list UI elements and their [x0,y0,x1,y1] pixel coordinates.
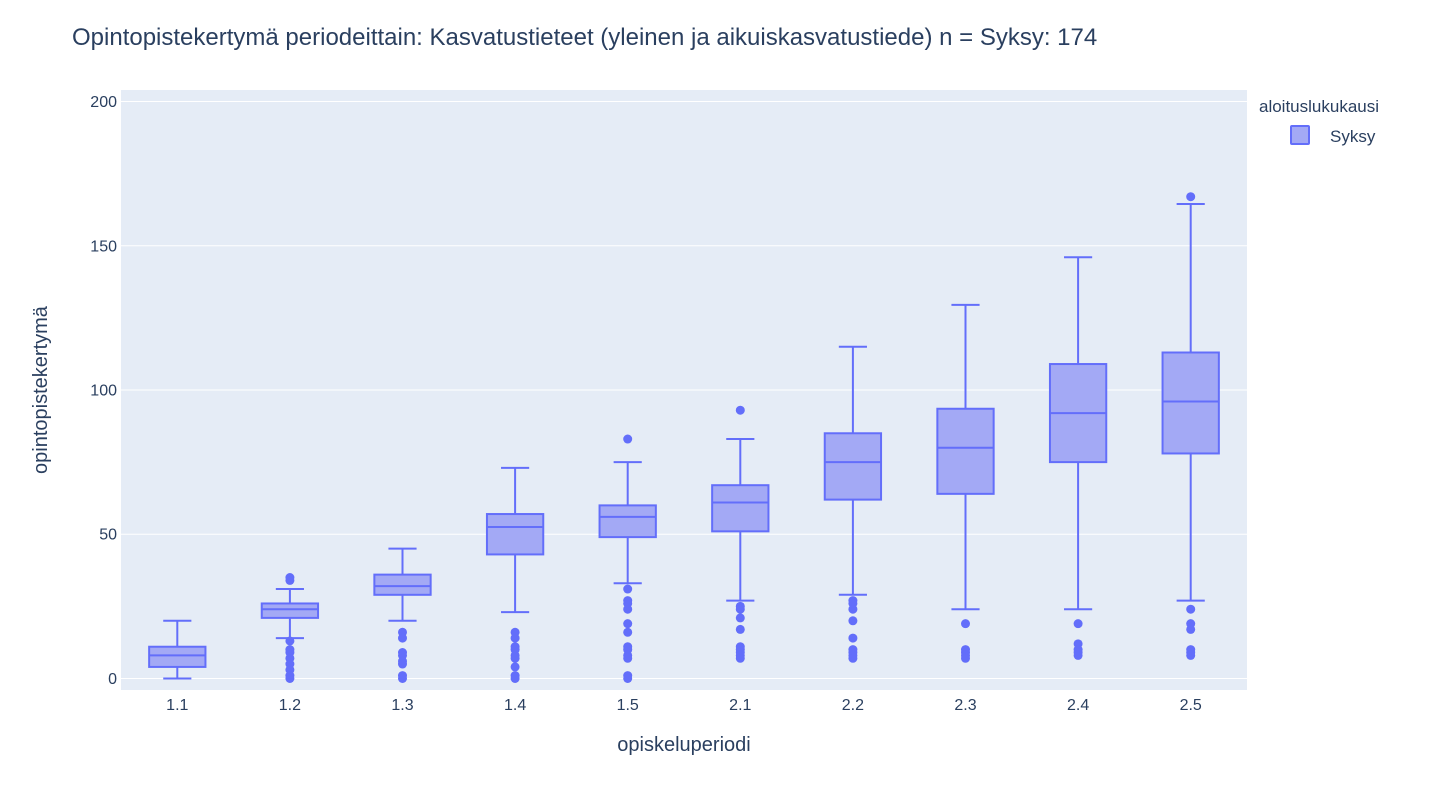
box-1.1 [148,619,207,680]
outlier-point [510,673,520,683]
chart-title: Opintopistekertymä periodeittain: Kasvat… [72,24,1097,51]
outlier-point [735,405,745,415]
outlier-point [848,653,858,663]
y-tick-label: 150 [90,238,117,255]
outlier-point [1073,650,1083,660]
outlier-point [735,613,745,623]
iqr-box [260,602,320,619]
iqr-box [148,645,207,668]
y-axis-ticks: 0 50 100 150 200 [90,94,117,688]
outlier-point [623,653,633,663]
outlier-point [398,673,407,683]
outlier-point [1186,650,1196,660]
y-tick-label: 200 [90,94,117,111]
outlier-point [735,624,745,634]
box-series [148,192,1220,683]
outlier-point [1186,604,1196,614]
x-tick-label: 1.3 [391,697,413,714]
x-tick-label: 2.1 [729,697,751,714]
outlier-point [961,653,970,663]
outlier-point [510,633,520,643]
outlier-point [848,616,858,626]
x-tick-label: 2.3 [954,697,976,714]
outlier-point [285,673,295,683]
outlier-point [623,627,633,637]
x-axis-title: opiskeluperiodi [617,734,750,756]
outlier-point [848,633,858,643]
outlier-point [623,434,633,444]
x-tick-label: 1.4 [504,697,526,714]
outlier-point [398,659,407,669]
y-tick-label: 50 [99,527,117,544]
iqr-box [936,407,995,495]
box-1.2 [260,573,320,683]
outlier-point [735,653,745,663]
box-2.1 [711,405,770,663]
outlier-point [1186,624,1196,634]
outlier-point [285,636,295,646]
outlier-point [623,673,633,683]
legend-label-syksy[interactable]: Syksy [1330,127,1376,146]
outlier-point [1073,619,1083,629]
x-tick-label: 1.1 [166,697,188,714]
outlier-point [961,619,970,629]
box-1.5 [598,434,657,683]
box-2.2 [823,345,883,663]
outlier-point [623,619,633,629]
outlier-point [848,604,858,614]
x-tick-label: 2.4 [1067,697,1089,714]
legend[interactable]: aloituslukukausi Syksy [1259,97,1379,146]
x-tick-label: 1.2 [279,697,301,714]
box-1.4 [485,466,545,683]
outlier-point [510,653,520,663]
outlier-point [285,575,295,585]
y-tick-label: 100 [90,383,117,400]
iqr-box [373,573,432,596]
iqr-box [1161,351,1220,455]
iqr-box [598,504,657,539]
iqr-box [823,432,883,501]
legend-swatch-syksy[interactable] [1290,125,1310,145]
box-1.3 [373,547,432,683]
outlier-point [735,604,745,614]
x-axis-ticks: 1.1 1.2 1.3 1.4 1.5 2.1 2.2 2.3 2.4 2.5 [166,697,1202,714]
iqr-box [485,513,545,556]
box-2.4 [1048,256,1108,660]
x-tick-label: 2.5 [1180,697,1202,714]
y-axis-title: opintopistekertymä [30,305,52,474]
box-2.5 [1161,192,1220,660]
outlier-point [623,604,633,614]
iqr-box [711,484,770,533]
y-tick-label: 0 [108,671,117,688]
outlier-point [623,584,633,594]
box-2.3 [936,303,995,663]
outlier-point [510,662,520,672]
outlier-point [1186,192,1196,202]
x-tick-label: 1.5 [617,697,639,714]
outlier-point [398,633,407,643]
x-tick-label: 2.2 [842,697,864,714]
legend-title: aloituslukukausi [1259,97,1379,116]
